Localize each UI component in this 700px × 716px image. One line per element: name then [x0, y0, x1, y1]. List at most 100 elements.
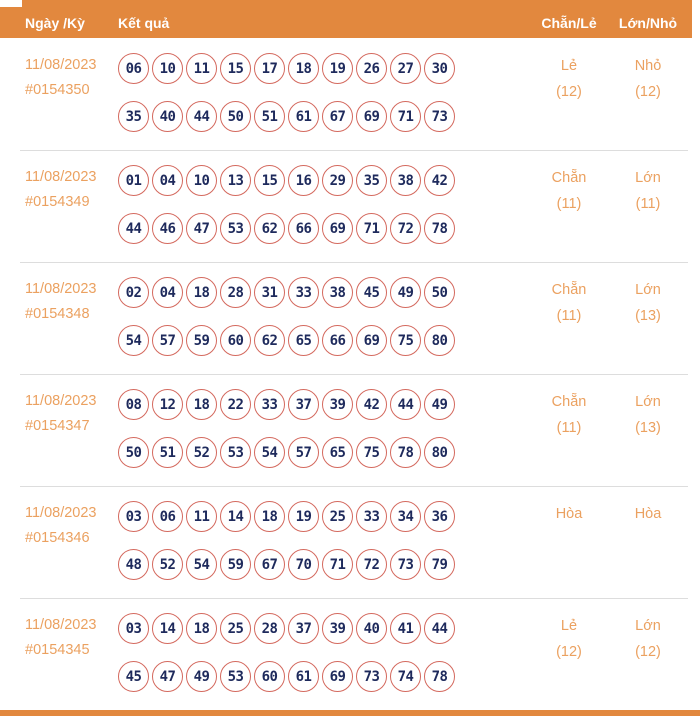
keno-ball: 52 — [152, 549, 183, 580]
keno-ball: 42 — [356, 389, 387, 420]
keno-ball: 06 — [118, 53, 149, 84]
lon-nho-cell: Nhỏ (12) — [609, 53, 687, 150]
keno-ball: 51 — [254, 101, 285, 132]
chan-le-value: Lẻ — [560, 618, 578, 634]
keno-ball: 44 — [424, 613, 455, 644]
keno-ball: 54 — [118, 325, 149, 356]
keno-ball: 71 — [322, 549, 353, 580]
keno-ball: 44 — [390, 389, 421, 420]
chan-le-cell: Lẻ (12) — [529, 53, 609, 150]
keno-ball: 27 — [390, 53, 421, 84]
keno-ball: 78 — [424, 213, 455, 244]
keno-ball: 45 — [356, 277, 387, 308]
keno-ball: 37 — [288, 389, 319, 420]
lon-nho-cell: Lớn (12) — [609, 613, 687, 710]
keno-ball: 18 — [254, 501, 285, 532]
ball-line-1: 03 14 18 25 28 37 39 40 41 44 — [118, 613, 529, 644]
keno-ball: 18 — [288, 53, 319, 84]
lon-nho-cell: Lớn (13) — [609, 389, 687, 486]
keno-ball: 49 — [424, 389, 455, 420]
keno-ball: 69 — [356, 325, 387, 356]
draw-row: 11/08/2023 #0154349 01 04 10 13 15 16 29 35 38 42… — [0, 150, 700, 262]
draw-info-cell: 11/08/2023 #0154348 — [0, 277, 118, 374]
draw-id: #0154349 — [25, 194, 90, 210]
keno-ball: 19 — [288, 501, 319, 532]
keno-ball: 47 — [186, 213, 217, 244]
keno-ball: 75 — [356, 437, 387, 468]
keno-ball: 03 — [118, 501, 149, 532]
keno-ball: 60 — [254, 661, 285, 692]
ball-line-2: 54 57 59 60 62 65 66 69 75 80 — [118, 325, 529, 356]
keno-ball: 74 — [390, 661, 421, 692]
keno-ball: 46 — [152, 213, 183, 244]
lon-nho-count: (12) — [635, 84, 661, 100]
keno-ball: 11 — [186, 501, 217, 532]
keno-ball: 31 — [254, 277, 285, 308]
keno-ball: 18 — [186, 389, 217, 420]
keno-ball: 59 — [186, 325, 217, 356]
keno-ball: 78 — [390, 437, 421, 468]
draw-info-cell: 11/08/2023 #0154345 — [0, 613, 118, 710]
chan-le-count: (11) — [556, 196, 582, 212]
keno-ball: 48 — [118, 549, 149, 580]
keno-ball: 54 — [254, 437, 285, 468]
keno-ball: 53 — [220, 437, 251, 468]
ball-line-2: 50 51 52 53 54 57 65 75 78 80 — [118, 437, 529, 468]
keno-ball: 59 — [220, 549, 251, 580]
keno-ball: 16 — [288, 165, 319, 196]
keno-ball: 15 — [220, 53, 251, 84]
draw-info-cell: 11/08/2023 #0154347 — [0, 389, 118, 486]
draw-results-cell: 01 04 10 13 15 16 29 35 38 42 44 46 47 53 62 66 69 71 72 7… — [118, 165, 529, 262]
keno-ball: 65 — [288, 325, 319, 356]
draw-row: 11/08/2023 #0154346 03 06 11 14 18 19 25 33 34 36… — [0, 486, 700, 598]
keno-ball: 61 — [288, 101, 319, 132]
keno-ball: 80 — [424, 437, 455, 468]
draw-date: 11/08/2023 — [25, 169, 97, 185]
keno-ball: 22 — [220, 389, 251, 420]
draw-date: 11/08/2023 — [25, 281, 97, 297]
keno-ball: 35 — [118, 101, 149, 132]
keno-ball: 62 — [254, 213, 285, 244]
draw-id: #0154347 — [25, 418, 90, 434]
keno-ball: 54 — [186, 549, 217, 580]
keno-ball: 57 — [152, 325, 183, 356]
keno-ball: 78 — [424, 661, 455, 692]
chan-le-count: (11) — [556, 420, 582, 436]
keno-ball: 33 — [288, 277, 319, 308]
keno-ball: 03 — [118, 613, 149, 644]
draw-results-cell: 06 10 11 15 17 18 19 26 27 30 35 40 44 50 51 61 67 69 71 7… — [118, 53, 529, 150]
table-header: Ngày /Kỳ Kết quả Chẵn/Lẻ Lớn/Nhỏ — [0, 7, 692, 38]
keno-ball: 60 — [220, 325, 251, 356]
results-table-body: 11/08/2023 #0154350 06 10 11 15 17 18 19 26 27 30… — [0, 38, 700, 710]
keno-ball: 79 — [424, 549, 455, 580]
keno-ball: 65 — [322, 437, 353, 468]
keno-ball: 33 — [356, 501, 387, 532]
draw-id: #0154345 — [25, 642, 90, 658]
keno-ball: 53 — [220, 213, 251, 244]
keno-ball: 66 — [322, 325, 353, 356]
keno-ball: 47 — [152, 661, 183, 692]
lon-nho-cell: Hòa — [609, 501, 687, 598]
lon-nho-cell: Lớn (13) — [609, 277, 687, 374]
chan-le-value: Lẻ — [560, 58, 578, 74]
keno-ball: 73 — [356, 661, 387, 692]
lon-nho-count: (13) — [635, 420, 661, 436]
keno-ball: 73 — [424, 101, 455, 132]
chan-le-value: Chẵn — [551, 170, 587, 186]
top-accent-strip — [22, 0, 692, 7]
keno-ball: 40 — [356, 613, 387, 644]
keno-ball: 39 — [322, 389, 353, 420]
keno-ball: 69 — [356, 101, 387, 132]
keno-ball: 25 — [220, 613, 251, 644]
keno-ball: 41 — [390, 613, 421, 644]
keno-ball: 30 — [424, 53, 455, 84]
keno-ball: 50 — [220, 101, 251, 132]
header-chan-le: Chẵn/Lẻ — [541, 14, 597, 31]
keno-ball: 80 — [424, 325, 455, 356]
keno-ball: 37 — [288, 613, 319, 644]
bottom-accent-strip — [0, 710, 700, 716]
chan-le-count: (12) — [556, 644, 582, 660]
lon-nho-count: (12) — [635, 644, 661, 660]
lon-nho-value: Lớn — [635, 282, 661, 298]
lon-nho-cell: Lớn (11) — [609, 165, 687, 262]
